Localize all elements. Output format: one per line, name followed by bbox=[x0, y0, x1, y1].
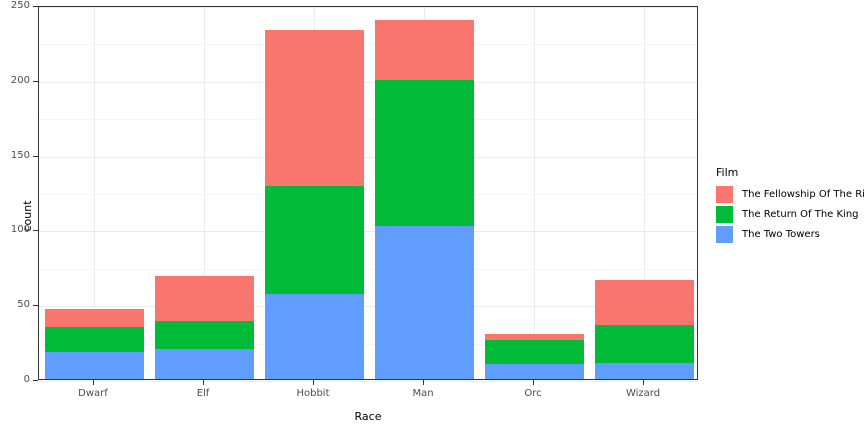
bar-segment[interactable] bbox=[594, 280, 694, 326]
bar-stack[interactable] bbox=[484, 5, 584, 379]
bar-segment[interactable] bbox=[594, 362, 694, 379]
gridline-vertical bbox=[534, 7, 535, 379]
y-tick-mark bbox=[33, 305, 38, 307]
x-tick-label: Elf bbox=[196, 388, 210, 399]
legend-key bbox=[716, 225, 733, 243]
gridline-major bbox=[39, 381, 697, 382]
legend-color-swatch bbox=[716, 205, 733, 223]
x-tick-label: Wizard bbox=[625, 388, 661, 399]
y-tick-label: 100 bbox=[10, 224, 30, 236]
legend-items: The Fellowship Of The Ring The Return Of … bbox=[713, 185, 864, 243]
bar-segment[interactable] bbox=[374, 226, 474, 379]
gridline-vertical bbox=[204, 7, 205, 379]
gridline-major bbox=[39, 7, 697, 8]
gridline-major bbox=[39, 231, 697, 233]
gridline-minor bbox=[39, 343, 697, 345]
gridline-minor bbox=[39, 268, 697, 270]
bar-stack[interactable] bbox=[264, 5, 364, 379]
gridline-major bbox=[39, 306, 697, 308]
y-tick-mark bbox=[33, 380, 38, 381]
gridline-minor bbox=[39, 44, 697, 46]
bar-segment[interactable] bbox=[44, 352, 144, 379]
legend-color-swatch bbox=[716, 225, 733, 243]
bar-segment[interactable] bbox=[484, 340, 584, 365]
x-tick-mark bbox=[643, 380, 644, 385]
x-tick-label: Hobbit bbox=[296, 388, 330, 399]
bar-segment[interactable] bbox=[264, 293, 364, 379]
y-tick-label: 150 bbox=[10, 149, 30, 161]
gridline-minor bbox=[39, 194, 697, 195]
y-tick-label: 50 bbox=[17, 299, 30, 311]
bar-segment[interactable] bbox=[154, 275, 254, 321]
gridline-major bbox=[39, 81, 697, 83]
bar-segment[interactable] bbox=[374, 79, 474, 227]
y-tick-label: 0 bbox=[23, 374, 30, 385]
x-tick-mark bbox=[533, 380, 534, 385]
bar-segment[interactable] bbox=[594, 325, 694, 363]
legend-item-label: The Two Towers bbox=[742, 228, 820, 240]
bar-segment[interactable] bbox=[44, 326, 144, 353]
legend-title: Film bbox=[716, 166, 739, 179]
y-tick-mark bbox=[33, 6, 38, 7]
legend-item-label: The Return Of The King bbox=[742, 208, 859, 220]
x-tick-label: Orc bbox=[524, 388, 542, 399]
bar-stack[interactable] bbox=[594, 5, 694, 379]
gridline-vertical bbox=[644, 7, 645, 379]
y-tick-label: 250 bbox=[10, 0, 30, 11]
bar-segment[interactable] bbox=[154, 320, 254, 350]
legend-color-swatch bbox=[716, 185, 733, 203]
x-axis-title: Race bbox=[354, 410, 382, 423]
bar-segment[interactable] bbox=[374, 19, 474, 80]
legend-key bbox=[716, 205, 733, 223]
x-tick-label: Man bbox=[412, 388, 434, 399]
bar-segment[interactable] bbox=[44, 308, 144, 327]
legend-item[interactable]: The Two Towers bbox=[713, 225, 864, 243]
y-tick-mark bbox=[33, 230, 38, 232]
bar-stack[interactable] bbox=[44, 5, 144, 379]
plot-panel bbox=[38, 5, 698, 382]
y-tick-mark bbox=[33, 80, 38, 82]
bar-segment[interactable] bbox=[264, 186, 364, 294]
gridline-vertical bbox=[94, 7, 95, 379]
y-tick-mark bbox=[33, 155, 38, 157]
x-tick-mark bbox=[203, 380, 204, 385]
plot-area bbox=[39, 5, 697, 382]
x-tick-mark bbox=[93, 380, 94, 385]
x-tick-label: Dwarf bbox=[78, 388, 108, 399]
legend-key bbox=[716, 185, 733, 203]
bar-segment[interactable] bbox=[264, 30, 364, 186]
gridline-major bbox=[39, 156, 697, 158]
legend-item-label: The Fellowship Of The Ring bbox=[742, 188, 864, 200]
bar-segment[interactable] bbox=[154, 349, 254, 379]
x-tick-mark bbox=[423, 380, 424, 385]
legend-item[interactable]: The Fellowship Of The Ring bbox=[713, 185, 864, 203]
legend: Film The Fellowship Of The Ring The Retur… bbox=[713, 166, 864, 245]
y-axis-title: count bbox=[20, 200, 34, 232]
bar-segment[interactable] bbox=[484, 334, 584, 341]
bar-stack[interactable] bbox=[374, 5, 474, 379]
gridline-minor bbox=[39, 119, 697, 121]
y-tick-label: 200 bbox=[10, 74, 30, 86]
x-tick-mark bbox=[313, 380, 314, 385]
bar-segment[interactable] bbox=[484, 364, 584, 379]
bar-stack[interactable] bbox=[154, 5, 254, 379]
legend-item[interactable]: The Return Of The King bbox=[713, 205, 864, 223]
